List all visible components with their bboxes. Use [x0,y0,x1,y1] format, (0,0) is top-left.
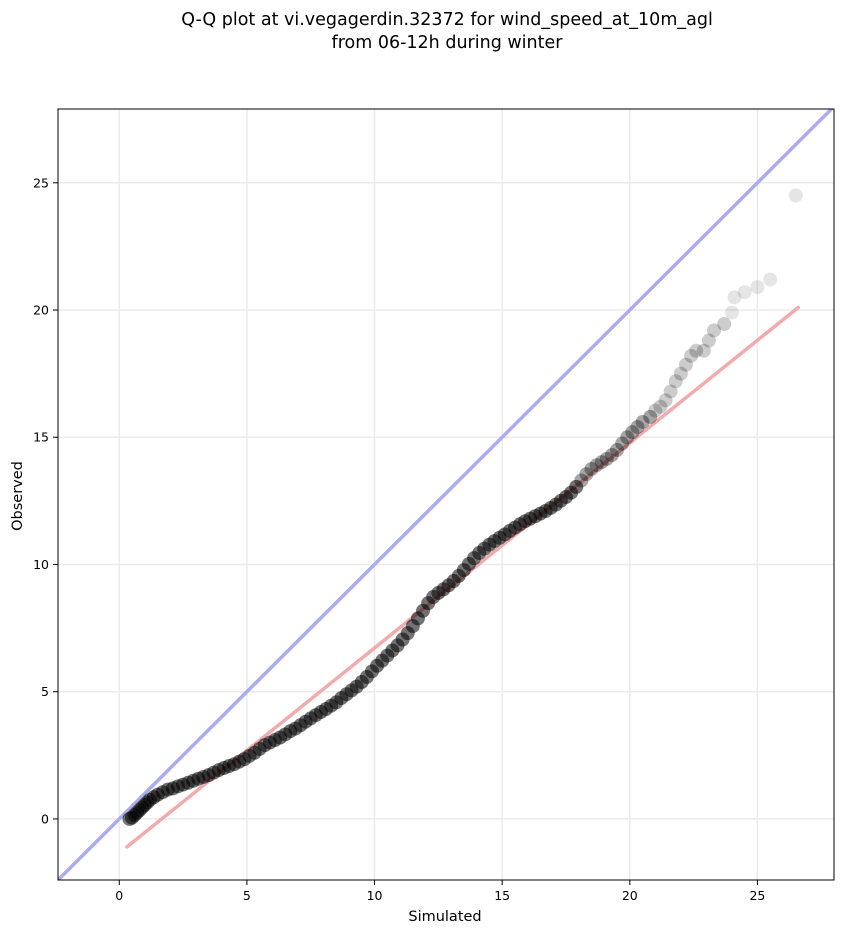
data-point-94 [579,467,594,482]
y-tick-label-25: 25 [33,175,49,190]
data-point-95 [584,462,599,477]
y-tick-label-10: 10 [33,557,49,572]
data-point-93 [574,473,589,488]
data-point-107 [648,403,663,418]
data-point-116 [696,343,711,358]
x-tick-label-5: 5 [243,888,251,903]
data-point-112 [673,366,688,381]
y-tick-label-5: 5 [41,684,49,699]
chart-title-line-1: Q-Q plot at vi.vegagerdin.32372 for wind… [181,10,713,30]
data-point-120 [724,305,739,320]
data-point-119 [717,317,732,332]
data-point-99 [604,448,619,463]
data-point-98 [599,451,614,466]
data-point-96 [589,458,604,473]
data-points [122,188,803,826]
y-tick-label-20: 20 [33,303,49,318]
data-point-105 [635,414,650,429]
data-point-92 [569,479,584,494]
data-point-113 [678,357,693,372]
data-point-124 [763,272,778,287]
data-point-123 [750,280,765,295]
data-point-117 [701,333,716,348]
plot-frame [57,108,835,881]
data-point-102 [620,430,635,445]
data-point-118 [707,323,722,338]
y-tick-label-15: 15 [33,430,49,445]
data-point-109 [658,393,673,408]
data-point-101 [615,436,630,451]
x-tick-label-0: 0 [115,888,123,903]
identity-line [58,109,834,880]
data-point-110 [663,384,678,399]
data-point-115 [689,343,704,358]
grid-lines [58,109,834,880]
data-point-125 [788,188,803,203]
reference-lines [58,109,834,880]
data-point-106 [643,409,658,424]
data-point-121 [727,290,742,305]
data-point-122 [737,285,752,300]
x-tick-label-15: 15 [494,888,510,903]
data-point-114 [684,348,699,363]
x-tick-label-25: 25 [749,888,765,903]
x-tick-label-10: 10 [367,888,383,903]
data-point-111 [668,374,683,389]
data-point-103 [625,425,640,440]
data-point-100 [610,442,625,457]
axis-ticks: 0 5 10 15 20 25 0 5 10 15 20 25 [33,175,765,903]
data-point-97 [594,455,609,470]
y-tick-label-0: 0 [41,811,49,826]
chart-title-line-2: from 06-12h during winter [332,33,564,53]
data-point-108 [653,399,668,414]
data-point-104 [630,420,645,435]
y-axis-label: Observed [10,461,26,531]
x-tick-label-20: 20 [622,888,638,903]
x-axis-label: Simulated [408,909,481,925]
